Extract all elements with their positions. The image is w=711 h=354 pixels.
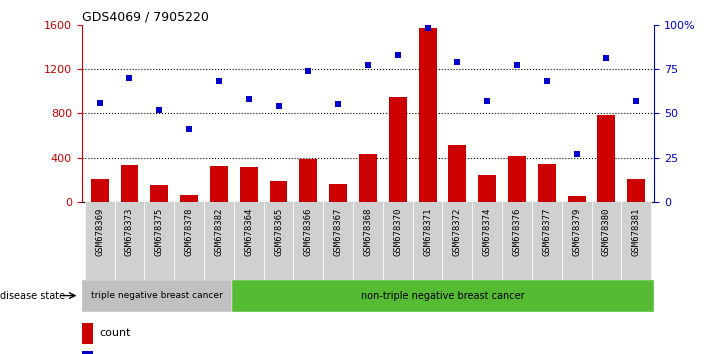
Bar	[353, 202, 383, 280]
Bar	[508, 156, 526, 202]
Bar	[264, 202, 294, 280]
Bar	[442, 202, 472, 280]
Text: GSM678380: GSM678380	[602, 208, 611, 256]
Text: GSM678369: GSM678369	[95, 208, 104, 256]
Text: GSM678381: GSM678381	[632, 208, 641, 256]
Text: triple negative breast cancer: triple negative breast cancer	[91, 291, 223, 300]
Bar	[389, 97, 407, 202]
Bar	[204, 202, 234, 280]
Bar	[329, 183, 347, 202]
Bar	[324, 202, 353, 280]
Bar	[82, 280, 232, 312]
Bar	[538, 164, 556, 202]
Point	[213, 79, 225, 84]
Bar	[359, 154, 377, 202]
Bar	[294, 202, 324, 280]
Bar	[412, 202, 442, 280]
Text: GSM678374: GSM678374	[483, 208, 492, 256]
Text: GSM678372: GSM678372	[453, 208, 462, 256]
Bar	[82, 351, 93, 354]
Point	[392, 52, 403, 58]
Bar	[299, 159, 317, 202]
Bar	[150, 185, 169, 202]
Point	[541, 79, 552, 84]
Bar	[232, 280, 654, 312]
Text: GSM678382: GSM678382	[215, 208, 223, 256]
Point	[333, 102, 344, 107]
Bar	[502, 202, 532, 280]
Text: GSM678377: GSM678377	[542, 208, 551, 256]
Bar	[592, 202, 621, 280]
Point	[631, 98, 642, 104]
Text: GSM678364: GSM678364	[244, 208, 253, 256]
Bar	[449, 145, 466, 202]
Point	[571, 151, 582, 157]
Text: GDS4069 / 7905220: GDS4069 / 7905220	[82, 11, 208, 24]
Bar	[627, 178, 645, 202]
Bar	[479, 175, 496, 202]
Bar	[621, 202, 651, 280]
Point	[511, 63, 523, 68]
Text: GSM678366: GSM678366	[304, 208, 313, 256]
Text: non-triple negative breast cancer: non-triple negative breast cancer	[361, 291, 525, 301]
Bar	[562, 202, 592, 280]
Bar	[210, 166, 228, 202]
Text: GSM678371: GSM678371	[423, 208, 432, 256]
Bar	[240, 167, 257, 202]
Text: GSM678365: GSM678365	[274, 208, 283, 256]
Bar	[419, 28, 437, 202]
Point	[601, 56, 612, 61]
Bar	[144, 202, 174, 280]
Text: disease state: disease state	[0, 291, 65, 301]
Bar	[234, 202, 264, 280]
Text: GSM678376: GSM678376	[513, 208, 521, 256]
Text: GSM678368: GSM678368	[363, 208, 373, 256]
Point	[273, 103, 284, 109]
Point	[422, 25, 433, 31]
Bar	[85, 202, 114, 280]
Point	[124, 75, 135, 81]
Text: GSM678378: GSM678378	[185, 208, 193, 256]
Text: GSM678367: GSM678367	[333, 208, 343, 256]
Bar	[567, 196, 586, 202]
Bar	[472, 202, 502, 280]
Bar	[180, 195, 198, 202]
Text: GSM678370: GSM678370	[393, 208, 402, 256]
Text: GSM678375: GSM678375	[155, 208, 164, 256]
Text: GSM678379: GSM678379	[572, 208, 581, 256]
Point	[481, 98, 493, 104]
Bar	[82, 322, 93, 344]
Bar	[91, 178, 109, 202]
Bar	[269, 181, 287, 202]
Bar	[114, 202, 144, 280]
Point	[243, 96, 255, 102]
Bar	[383, 202, 412, 280]
Bar	[532, 202, 562, 280]
Bar	[174, 202, 204, 280]
Point	[362, 63, 374, 68]
Point	[154, 107, 165, 113]
Point	[451, 59, 463, 65]
Bar	[597, 115, 615, 202]
Point	[94, 100, 105, 105]
Point	[183, 126, 195, 132]
Text: GSM678373: GSM678373	[125, 208, 134, 256]
Point	[303, 68, 314, 74]
Bar	[121, 165, 139, 202]
Text: count: count	[99, 328, 130, 338]
